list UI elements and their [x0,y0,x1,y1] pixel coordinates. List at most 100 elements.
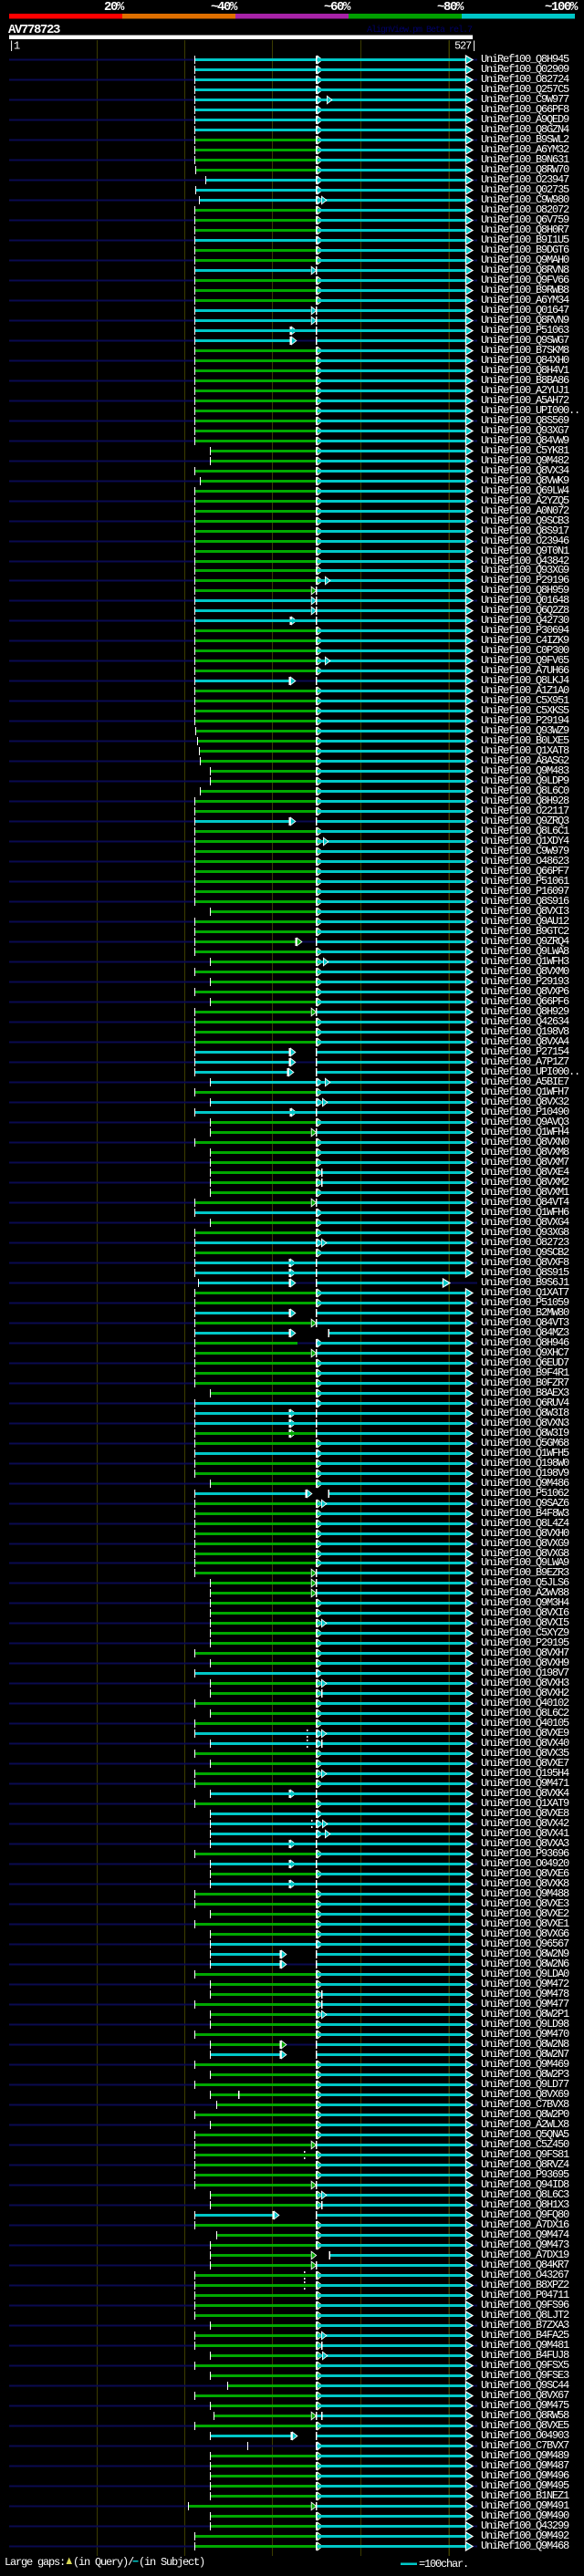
svg-text:UniRef100_Q8VXE8: UniRef100_Q8VXE8 [481,1807,569,1820]
svg-text:UniRef100_P51059: UniRef100_P51059 [481,1296,569,1309]
svg-text:UniRef100_Q8VXE6: UniRef100_Q8VXE6 [481,1867,569,1880]
svg-text:UniRef100_Q8H945: UniRef100_Q8H945 [481,53,569,66]
svg-text:UniRef100_Q198V9: UniRef100_Q198V9 [481,1467,569,1480]
svg-text:UniRef100_Q9M468: UniRef100_Q9M468 [481,2540,569,2552]
svg-text:UniRef100_Q9SAZ6: UniRef100_Q9SAZ6 [481,1497,569,1510]
svg-text:UniRef100_Q9LDA0: UniRef100_Q9LDA0 [481,1968,569,1980]
svg-text:UniRef100_Q9ZRQ3: UniRef100_Q9ZRQ3 [481,815,569,827]
svg-text:UniRef100_C9W980: UniRef100_C9W980 [481,193,569,206]
svg-text:UniRef100_Q8W2P0: UniRef100_Q8W2P0 [481,2108,569,2121]
svg-text:UniRef100_Q9M477: UniRef100_Q9M477 [481,1998,569,2010]
svg-text:UniRef100_Q8VX41: UniRef100_Q8VX41 [481,1827,569,1840]
svg-text:UniRef100_A2YUJ1: UniRef100_A2YUJ1 [481,384,569,397]
svg-text:UniRef100_Q8H928: UniRef100_Q8H928 [481,795,569,807]
svg-text:UniRef100_Q1WFH6: UniRef100_Q1WFH6 [481,1206,569,1219]
svg-text:UniRef100_Q84MZ3: UniRef100_Q84MZ3 [481,1326,569,1339]
svg-text:UniRef100_P29194: UniRef100_P29194 [481,714,569,727]
svg-text:UniRef100_Q198W0: UniRef100_Q198W0 [481,1457,569,1470]
svg-text:UniRef100_Q8VXH0: UniRef100_Q8VXH0 [481,1527,569,1540]
svg-text:UniRef100_Q84VT4: UniRef100_Q84VT4 [481,1196,569,1209]
svg-text:UniRef100_Q8VXE9: UniRef100_Q8VXE9 [481,1727,569,1740]
svg-text:20%: 20% [104,0,125,15]
svg-text:UniRef100_Q8VXM0: UniRef100_Q8VXM0 [481,965,569,978]
svg-text:UniRef100_Q8VX35: UniRef100_Q8VX35 [481,1747,569,1760]
svg-text:UniRef100_O82724: UniRef100_O82724 [481,73,569,86]
svg-text:UniRef100_Q8W2P1: UniRef100_Q8W2P1 [481,2008,569,2020]
svg-text:UniRef100_Q8VXH9: UniRef100_Q8VXH9 [481,1657,569,1669]
svg-text:UniRef100_B4F8W3: UniRef100_B4F8W3 [481,1507,569,1520]
svg-text:UniRef100_Q9FS81: UniRef100_Q9FS81 [481,2148,569,2161]
svg-text:UniRef100_O22117: UniRef100_O22117 [481,805,569,817]
svg-text:UniRef100_Q9M478: UniRef100_Q9M478 [481,1988,569,2000]
svg-text:UniRef100_Q195H4: UniRef100_Q195H4 [481,1767,569,1780]
svg-text:UniRef100_Q5QNA5: UniRef100_Q5QNA5 [481,2128,569,2141]
svg-text:UniRef100_Q9M473: UniRef100_Q9M473 [481,2238,569,2251]
svg-text:UniRef100_C4IZK9: UniRef100_C4IZK9 [481,634,569,647]
svg-text:UniRef100_Q9M488: UniRef100_Q9M488 [481,1887,569,1900]
svg-text:UniRef100_Q01647: UniRef100_Q01647 [481,304,569,317]
svg-text:UniRef100_B0LXE5: UniRef100_B0LXE5 [481,734,569,747]
svg-text:(in Subject): (in Subject) [139,2556,204,2569]
svg-text:UniRef100_Q9M470: UniRef100_Q9M470 [481,2028,569,2041]
svg-text:|1: |1 [8,40,20,53]
svg-text:UniRef100_P29193: UniRef100_P29193 [481,975,569,988]
svg-text:UniRef100_O23946: UniRef100_O23946 [481,535,569,547]
svg-text:UniRef100_A9QED9: UniRef100_A9QED9 [481,113,569,126]
svg-text:UniRef100_Q9LWA8: UniRef100_Q9LWA8 [481,945,569,958]
svg-text:UniRef100_Q8L6C3: UniRef100_Q8L6C3 [481,2188,569,2201]
svg-text:UniRef100_A7DX19: UniRef100_A7DX19 [481,2249,569,2261]
svg-text:UniRef100_Q42634: UniRef100_Q42634 [481,1015,569,1028]
svg-text:UniRef100_Q8VXE4: UniRef100_Q8VXE4 [481,1166,569,1179]
svg-text:UniRef100_P04711: UniRef100_P04711 [481,2289,569,2301]
svg-text:UniRef100_Q8VXI3: UniRef100_Q8VXI3 [481,905,569,918]
svg-text:UniRef100_P51061: UniRef100_P51061 [481,875,569,888]
svg-text:UniRef100_C5X951: UniRef100_C5X951 [481,694,569,707]
svg-text:UniRef100_Q9M487: UniRef100_Q9M487 [481,2459,569,2472]
svg-text:UniRef100_B4FUJ8: UniRef100_B4FUJ8 [481,2349,569,2362]
svg-text:UniRef100_B8AEX3: UniRef100_B8AEX3 [481,1387,569,1399]
svg-text:UniRef100_O43267: UniRef100_O43267 [481,2269,569,2281]
svg-text:UniRef100_Q8VXN0: UniRef100_Q8VXN0 [481,1136,569,1148]
svg-text:UniRef100_O82723: UniRef100_O82723 [481,1236,569,1249]
svg-text:UniRef100_Q8VX42: UniRef100_Q8VX42 [481,1817,569,1830]
svg-text:UniRef100_Q96567: UniRef100_Q96567 [481,1937,569,1950]
svg-text:UniRef100_Q8VXH2: UniRef100_Q8VXH2 [481,1687,569,1699]
svg-text:UniRef100_B7ZXA3: UniRef100_B7ZXA3 [481,2319,569,2332]
svg-text:UniRef100_UPI000..: UniRef100_UPI000.. [481,1065,579,1078]
svg-text:UniRef100_B8XPZ2: UniRef100_B8XPZ2 [481,2279,569,2291]
svg-text:UniRef100_A5BIE7: UniRef100_A5BIE7 [481,1075,569,1088]
svg-text:UniRef100_Q9M483: UniRef100_Q9M483 [481,764,569,777]
svg-text:UniRef100_Q93WZ9: UniRef100_Q93WZ9 [481,724,569,737]
svg-text:UniRef100_Q9M489: UniRef100_Q9M489 [481,2449,569,2462]
svg-text:527|: 527| [454,40,476,53]
svg-text:UniRef100_A6YM32: UniRef100_A6YM32 [481,143,569,156]
svg-text:UniRef100_Q8S917: UniRef100_Q8S917 [481,525,569,537]
svg-text:UniRef100_O82072: UniRef100_O82072 [481,203,569,216]
svg-text:UniRef100_Q9M472: UniRef100_Q9M472 [481,1978,569,1990]
svg-text:UniRef100_Q8LJT2: UniRef100_Q8LJT2 [481,2309,569,2322]
svg-text:UniRef100_Q8VXE1: UniRef100_Q8VXE1 [481,1917,569,1930]
svg-text:UniRef100_Q8RVN8: UniRef100_Q8RVN8 [481,264,569,276]
svg-text:UniRef100_O23947: UniRef100_O23947 [481,173,569,186]
svg-text:UniRef100_P30694: UniRef100_P30694 [481,624,569,637]
svg-text:UniRef100_Q8W2P3: UniRef100_Q8W2P3 [481,2068,569,2081]
svg-text:UniRef100_Q9M496: UniRef100_Q9M496 [481,2469,569,2482]
svg-text:UniRef100_Q8S915: UniRef100_Q8S915 [481,1266,569,1279]
svg-text:UniRef100_Q8VXK4: UniRef100_Q8VXK4 [481,1787,569,1800]
svg-text:UniRef100_Q8VXE2: UniRef100_Q8VXE2 [481,1907,569,1920]
svg-text:UniRef100_Q02735: UniRef100_Q02735 [481,183,569,196]
svg-text:UniRef100_Q9M475: UniRef100_Q9M475 [481,2399,569,2412]
svg-text:UniRef100_P51063: UniRef100_P51063 [481,324,569,337]
svg-text:UniRef100_A7UH66: UniRef100_A7UH66 [481,664,569,677]
svg-text:UniRef100_Q1WFH4: UniRef100_Q1WFH4 [481,1126,569,1138]
svg-text:UniRef100_Q6EUD7: UniRef100_Q6EUD7 [481,1356,569,1369]
svg-text:UniRef100_Q8VXM7: UniRef100_Q8VXM7 [481,1156,569,1169]
svg-text:UniRef100_Q9T0N1: UniRef100_Q9T0N1 [481,545,569,557]
svg-text:UniRef100_Q9M486: UniRef100_Q9M486 [481,1477,569,1490]
svg-text:UniRef100_Q9M471: UniRef100_Q9M471 [481,1777,569,1790]
svg-text:~100%: ~100% [545,0,579,15]
svg-text:UniRef100_Q8H4V1: UniRef100_Q8H4V1 [481,364,569,377]
svg-text:UniRef100_Q8VXN3: UniRef100_Q8VXN3 [481,1417,569,1429]
svg-text:UniRef100_Q8VXM2: UniRef100_Q8VXM2 [481,1176,569,1189]
svg-text:UniRef100_Q8VXE3: UniRef100_Q8VXE3 [481,1897,569,1910]
